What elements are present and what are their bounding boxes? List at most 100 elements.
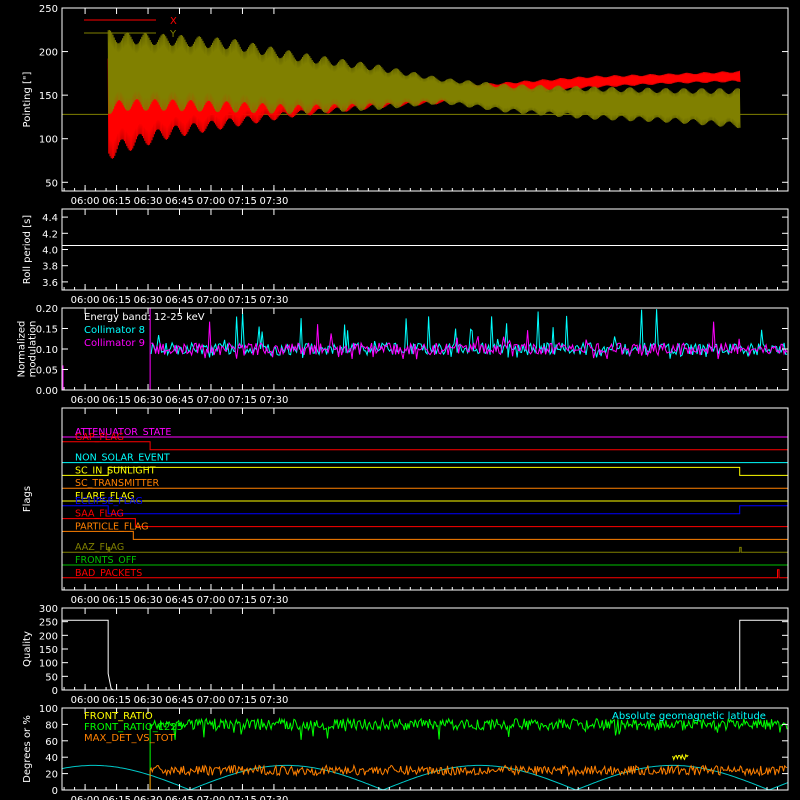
pointing-y-tick-label: 200 bbox=[39, 48, 58, 59]
flag-label-fronts-off: FRONTS_OFF bbox=[75, 555, 137, 566]
flag-label-non-solar-event: NON_SOLAR_EVENT bbox=[75, 453, 170, 464]
quality-y-tick-label: 300 bbox=[39, 604, 58, 615]
modulation-x-tick-label: 07:15 bbox=[228, 395, 257, 406]
quality-y-tick-label: 100 bbox=[39, 659, 58, 670]
quality-x-tick-label: 07:30 bbox=[260, 695, 289, 706]
flag-label-aaz-flag: AAZ_FLAG bbox=[75, 542, 124, 553]
ratios-y-tick-label: 40 bbox=[45, 753, 58, 764]
flags-x-tick-label: 07:30 bbox=[260, 595, 289, 606]
flags-frame bbox=[61, 407, 789, 591]
quality-x-tick-label: 07:00 bbox=[197, 695, 226, 706]
quality-y-tick-label: 250 bbox=[39, 618, 58, 629]
ratios-x-tick-label: 07:00 bbox=[197, 795, 226, 800]
quality-x-tick-label: 06:30 bbox=[134, 695, 163, 706]
flags-x-tick-label: 07:15 bbox=[228, 595, 257, 606]
pointing-y-tick-label: 250 bbox=[39, 4, 58, 15]
roll-frame bbox=[61, 208, 789, 291]
ratios-y-tick-label: 100 bbox=[39, 704, 58, 715]
ratios-y-tick-label: 60 bbox=[45, 737, 58, 748]
flag-line-gap-flag bbox=[62, 441, 788, 451]
ratios-legend-1: FRONT_RATIO_1225 bbox=[84, 722, 183, 733]
ratios-x-tick-label: 07:30 bbox=[260, 795, 289, 800]
modulation-y-axis-label: Normalized bbox=[17, 321, 28, 378]
flag-line-particle-flag bbox=[62, 530, 788, 540]
modulation-y-tick-label: 0.00 bbox=[36, 386, 58, 397]
modulation-y-tick-label: 0.05 bbox=[36, 366, 58, 377]
flags-y-axis-label: Flags bbox=[22, 486, 33, 512]
roll-x-tick-label: 06:30 bbox=[134, 295, 163, 306]
pointing-x-tick-label: 07:30 bbox=[260, 196, 289, 207]
flags-x-tick-label: 07:00 bbox=[197, 595, 226, 606]
ratios-x-tick-label: 06:00 bbox=[71, 795, 100, 800]
flags-x-tick-label: 06:45 bbox=[165, 595, 194, 606]
pointing-y-tick-label: 150 bbox=[39, 91, 58, 102]
modulation-y-tick-label: 0.10 bbox=[36, 345, 58, 356]
pointing-series-y bbox=[107, 29, 741, 129]
pointing-legend-x: X bbox=[170, 16, 177, 27]
roll-y-tick-label: 3.6 bbox=[42, 278, 58, 289]
pointing-x-tick-label: 07:00 bbox=[197, 196, 226, 207]
flag-line-sc-in-sunlight bbox=[62, 466, 788, 476]
flag-label-eclipse-flag: ECLIPSE_FLAG bbox=[75, 496, 143, 507]
quality-x-tick-label: 07:15 bbox=[228, 695, 257, 706]
quality-line bbox=[62, 619, 788, 691]
roll-x-tick-label: 07:00 bbox=[197, 295, 226, 306]
ratios-x-tick-label: 07:15 bbox=[228, 795, 257, 800]
quality-y-tick-label: 200 bbox=[39, 631, 58, 642]
ratios-y-axis-label: Degrees or % bbox=[22, 715, 33, 783]
roll-y-tick-label: 4.0 bbox=[42, 246, 58, 257]
modulation-x-tick-label: 06:45 bbox=[165, 395, 194, 406]
ratios-y-tick-label: 20 bbox=[45, 770, 58, 781]
modulation-x-tick-label: 07:30 bbox=[260, 395, 289, 406]
quality-y-axis-label: Quality bbox=[22, 631, 33, 667]
max-det-vs-tot-series bbox=[149, 763, 788, 790]
modulation-x-tick-label: 06:30 bbox=[134, 395, 163, 406]
quality-y-tick-label: 50 bbox=[45, 672, 58, 683]
flag-line-saa-flag bbox=[62, 518, 788, 528]
pointing-y-tick-label: 100 bbox=[39, 135, 58, 146]
roll-y-tick-label: 4.4 bbox=[42, 213, 58, 224]
modulation-series-9 bbox=[151, 321, 788, 360]
pointing-x-tick-label: 06:30 bbox=[134, 196, 163, 207]
modulation-legend-8: Collimator 8 bbox=[84, 325, 145, 336]
roll-x-tick-label: 06:00 bbox=[71, 295, 100, 306]
flag-label-sc-in-sunlight: SC_IN_SUNLIGHT bbox=[75, 465, 156, 476]
pointing-x-tick-label: 07:15 bbox=[228, 196, 257, 207]
axes-layer bbox=[61, 7, 789, 791]
quality-x-tick-label: 06:15 bbox=[102, 695, 131, 706]
flag-line-eclipse-flag bbox=[62, 505, 788, 515]
ratios-annotation: Absolute geomagnetic latitude bbox=[612, 711, 766, 722]
quality-x-tick-label: 06:45 bbox=[165, 695, 194, 706]
quality-frame bbox=[61, 607, 789, 691]
pointing-x-tick-label: 06:00 bbox=[71, 196, 100, 207]
modulation-x-tick-label: 07:00 bbox=[197, 395, 226, 406]
ratios-y-tick-label: 0 bbox=[52, 786, 58, 797]
flag-label-sc-transmitter: SC_TRANSMITTER bbox=[75, 478, 160, 489]
pointing-x-tick-label: 06:15 bbox=[102, 196, 131, 207]
modulation-y-tick-label: 0.15 bbox=[36, 325, 58, 336]
ratios-x-tick-label: 06:30 bbox=[134, 795, 163, 800]
quality-y-tick-label: 150 bbox=[39, 645, 58, 656]
flags-x-tick-label: 06:30 bbox=[134, 595, 163, 606]
geomagnetic-latitude-line bbox=[61, 764, 789, 791]
pointing-y-axis-label: Pointing ["] bbox=[22, 71, 33, 127]
roll-y-axis-label: Roll period [s] bbox=[22, 215, 33, 284]
modulation-energy-band: Energy band: 12-25 keV bbox=[84, 312, 205, 323]
quality-x-tick-label: 06:00 bbox=[71, 695, 100, 706]
ratios-legend-2: MAX_DET_VS_TOT bbox=[84, 733, 176, 744]
roll-x-tick-label: 06:15 bbox=[102, 295, 131, 306]
ratios-x-tick-label: 06:15 bbox=[102, 795, 131, 800]
roll-y-tick-label: 3.8 bbox=[42, 262, 58, 273]
flag-line-aaz-flag bbox=[62, 546, 788, 553]
modulation-x-tick-label: 06:15 bbox=[102, 395, 131, 406]
ratios-y-tick-label: 80 bbox=[45, 720, 58, 731]
modulation-series-8 bbox=[150, 309, 788, 359]
modulation-y-tick-label: 0.20 bbox=[36, 304, 58, 315]
roll-x-tick-label: 07:30 bbox=[260, 295, 289, 306]
flag-label-particle-flag: PARTICLE_FLAG bbox=[75, 521, 148, 532]
flags-x-tick-label: 06:00 bbox=[71, 595, 100, 606]
quality-y-tick-label: 0 bbox=[52, 686, 58, 697]
roll-x-tick-label: 06:45 bbox=[165, 295, 194, 306]
roll-y-tick-label: 4.2 bbox=[42, 229, 58, 240]
flag-label-gap-flag: GAP_FLAG bbox=[75, 432, 124, 443]
